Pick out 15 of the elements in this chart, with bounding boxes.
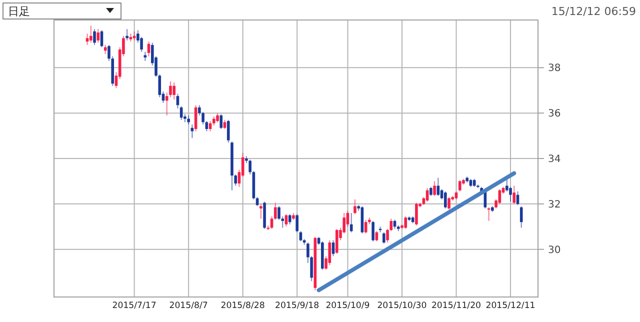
text: 15/12/12 06:59 xyxy=(551,5,636,18)
x-tick-label: 2015/8/7 xyxy=(169,301,208,311)
y-tick-label: 30 xyxy=(548,244,561,256)
x-tick-label: 2015/10/30 xyxy=(377,301,427,311)
x-tick-label: 2015/9/18 xyxy=(275,301,320,311)
x-tick-label: 2015/11/20 xyxy=(431,301,482,311)
x-tick-label: 2015/7/17 xyxy=(112,301,156,311)
y-tick-label: 36 xyxy=(548,108,561,120)
y-tick-label: 38 xyxy=(548,63,561,74)
x-tick-label: 2015/10/9 xyxy=(326,301,370,311)
x-tick-label: 2015/12/11 xyxy=(486,301,536,311)
text: 日足 xyxy=(8,5,30,18)
y-tick-label: 32 xyxy=(548,199,561,210)
y-tick-label: 34 xyxy=(548,154,561,165)
x-tick-label: 2015/8/28 xyxy=(220,301,265,311)
